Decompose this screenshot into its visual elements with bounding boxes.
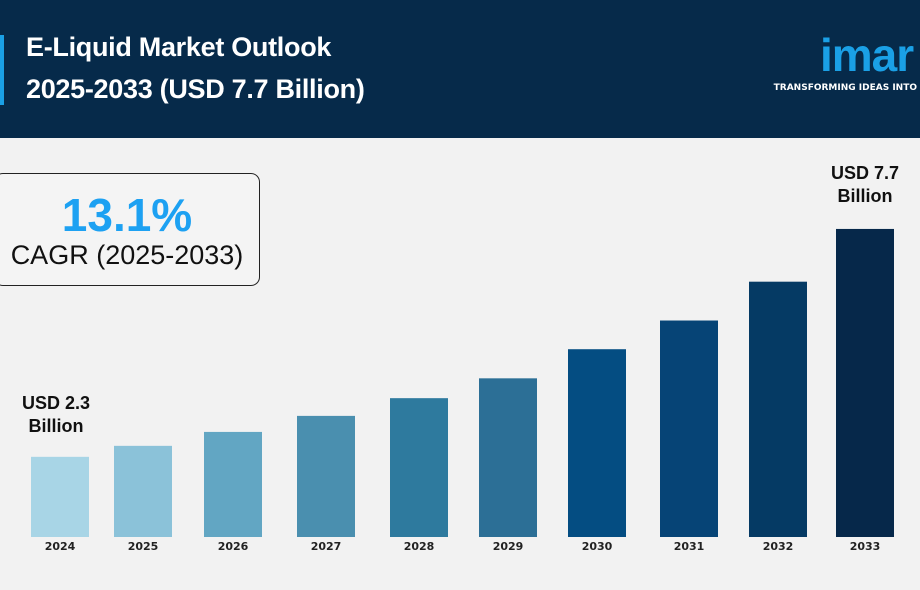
end-value-line1: USD 7.7 — [830, 163, 900, 183]
title-line-2: 2025-2033 (USD 7.7 Billion) — [26, 74, 365, 104]
bar-2027 — [297, 415, 355, 537]
header-banner: E-Liquid Market Outlook 2025-2033 (USD 7… — [0, 0, 920, 138]
end-value-line2: Billion — [837, 186, 893, 206]
bar-2031 — [660, 320, 718, 537]
cagr-box: 13.1% CAGR (2025-2033) — [0, 173, 260, 286]
x-tick-label: 2028 — [404, 540, 435, 553]
title-line-1: E-Liquid Market Outlook — [26, 32, 332, 62]
logo-tagline: TRANSFORMING IDEAS INTO — [773, 83, 917, 93]
x-tick-label: 2032 — [763, 540, 794, 553]
bar-2024 — [31, 456, 89, 537]
start-value-line1: USD 2.3 — [21, 393, 91, 413]
bar-2026 — [204, 431, 262, 537]
bar-2029 — [479, 378, 537, 537]
x-tick-label: 2029 — [493, 540, 524, 553]
x-tick-label: 2033 — [850, 540, 881, 553]
imarc-logo: imar — [820, 29, 914, 81]
cagr-label: CAGR (2025-2033) — [10, 240, 244, 270]
end-value-label: USD 7.7 Billion — [822, 162, 908, 208]
bar-2033 — [836, 228, 894, 537]
cagr-value: 13.1% — [61, 189, 193, 241]
bar-2025 — [114, 445, 172, 537]
bar-2032 — [749, 281, 807, 537]
start-value-line2: Billion — [28, 416, 84, 436]
x-tick-label: 2031 — [674, 540, 705, 553]
x-tick-label: 2026 — [218, 540, 249, 553]
x-tick-label: 2030 — [582, 540, 613, 553]
bar-2028 — [390, 398, 448, 537]
x-tick-label: 2025 — [128, 540, 159, 553]
bar-2030 — [568, 349, 626, 537]
x-tick-label: 2027 — [311, 540, 342, 553]
accent-bar — [0, 35, 4, 105]
start-value-label: USD 2.3 Billion — [14, 392, 98, 438]
x-tick-label: 2024 — [45, 540, 76, 553]
